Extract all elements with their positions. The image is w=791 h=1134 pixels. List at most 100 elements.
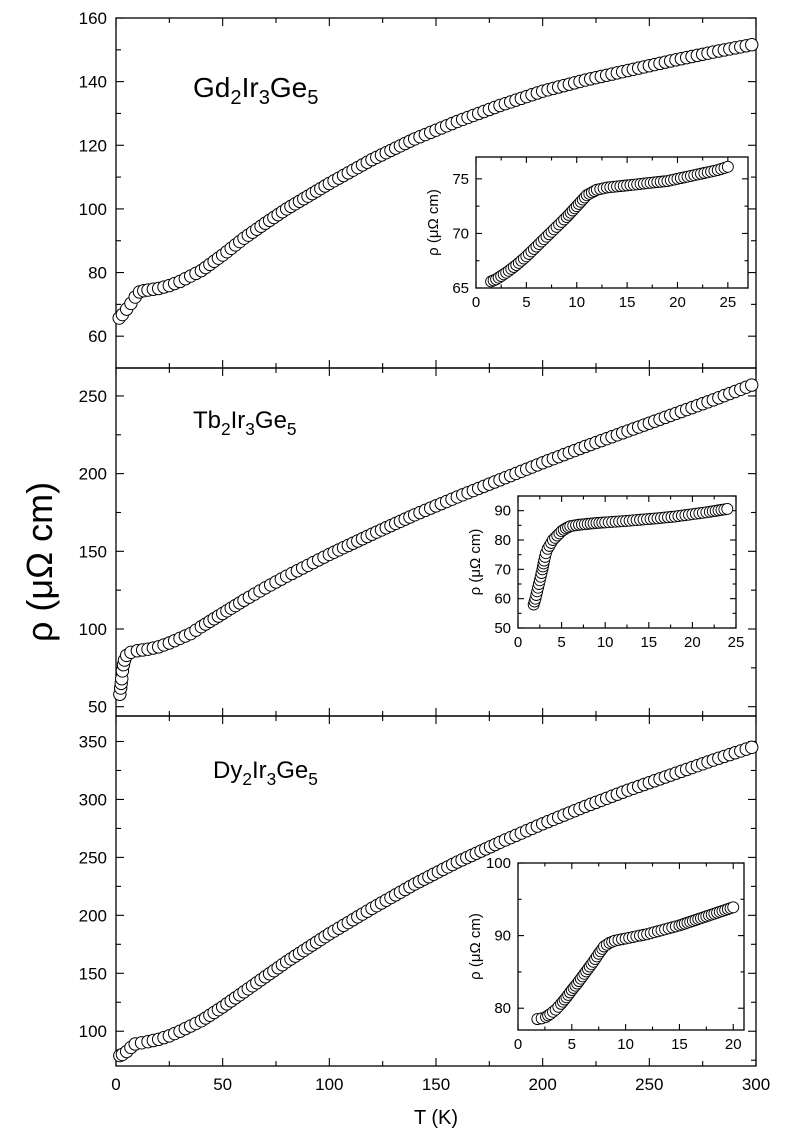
inset-y-axis-title: ρ (μΩ cm) — [425, 189, 442, 256]
shared-y-axis-title: ρ (μΩ cm) — [19, 482, 60, 642]
compound-element: Ge — [276, 757, 308, 784]
inset-x-tick-label: 25 — [720, 294, 737, 311]
y-tick-label: 140 — [79, 73, 107, 92]
inset-bottom: 80 90 100 0 5 10 15 20 ρ (μΩ cm) — [467, 855, 745, 1053]
inset-y-tick-label: 65 — [452, 280, 469, 297]
compound-subscript: 2 — [221, 419, 231, 439]
inset-x-tick-label: 5 — [522, 294, 530, 311]
inset-x-tick-label: 20 — [669, 294, 686, 311]
inset-y-tick-label: 70 — [494, 561, 511, 578]
inset-x-tick-label: 5 — [568, 1036, 576, 1053]
compound-element: Ge — [270, 72, 307, 103]
x-tick-label: 150 — [422, 1075, 450, 1094]
y-tick-label: 100 — [79, 1022, 107, 1041]
inset-x-tick-label: 10 — [597, 634, 614, 651]
y-tick-label: 150 — [79, 542, 107, 561]
inset-frame — [475, 156, 749, 289]
inset-series — [531, 901, 740, 1026]
x-tick-label: 0 — [111, 1075, 120, 1094]
inset-x-tick-label: 0 — [514, 634, 522, 651]
x-tick-label: 200 — [528, 1075, 556, 1094]
data-point — [745, 38, 759, 52]
series-Tb2Ir3Ge5 — [113, 378, 759, 701]
y-tick-label: 160 — [79, 9, 107, 28]
compound-label-0: Gd2Ir3Ge5 — [193, 72, 318, 109]
inset-x-tick-label: 10 — [617, 1036, 634, 1053]
x-axis-title: T (K) — [414, 1107, 458, 1129]
inset-y-axis-title: ρ (μΩ cm) — [467, 529, 484, 596]
compound-subscript: 2 — [242, 769, 252, 789]
data-point — [745, 740, 759, 754]
inset-series — [485, 160, 734, 288]
y-tick-label: 200 — [79, 465, 107, 484]
inset-x-tick-label: 15 — [671, 1036, 688, 1053]
compound-element: Tb — [193, 407, 221, 434]
inset-x-tick-label: 20 — [684, 634, 701, 651]
inset-x-tick-label: 20 — [725, 1036, 742, 1053]
y-tick-label: 120 — [79, 136, 107, 155]
x-tick-label: 250 — [635, 1075, 663, 1094]
compound-element: Ir — [252, 757, 267, 784]
inset-top: 65 70 75 0 5 10 15 20 25 ρ (μΩ cm) — [425, 156, 749, 311]
compound-element: Gd — [193, 72, 230, 103]
series-Gd2Ir3Ge5 — [112, 38, 759, 325]
compound-subscript: 5 — [308, 769, 318, 789]
inset-y-axis-title: ρ (μΩ cm) — [467, 913, 484, 980]
inset-series — [527, 502, 734, 611]
inset-y-tick-label: 90 — [494, 928, 511, 945]
inset-y-tick-label: 75 — [452, 171, 469, 188]
y-tick-label: 100 — [79, 620, 107, 639]
compound-element: Ge — [255, 407, 287, 434]
x-tick-label: 300 — [742, 1075, 770, 1094]
inset-x-tick-label: 15 — [619, 294, 636, 311]
compound-subscript: 5 — [287, 419, 297, 439]
y-tick-label: 80 — [88, 264, 107, 283]
inset-middle: 50 60 70 80 90 0 5 10 15 20 25 ρ (μΩ cm) — [467, 495, 745, 651]
inset-y-tick-label: 80 — [494, 532, 511, 549]
inset-y-tick-label: 60 — [494, 591, 511, 608]
inset-data-point — [727, 901, 740, 914]
y-tick-label: 350 — [79, 732, 107, 751]
series-Dy2Ir3Ge5 — [113, 740, 759, 1063]
compound-element: Ir — [242, 72, 259, 103]
inset-x-tick-label: 25 — [728, 634, 745, 651]
inset-x-tick-label: 5 — [557, 634, 565, 651]
y-tick-label: 200 — [79, 906, 107, 925]
inset-x-tick-label: 10 — [568, 294, 585, 311]
inset-data-point — [721, 502, 734, 515]
inset-y-tick-label: 100 — [486, 855, 511, 872]
inset-x-tick-label: 0 — [472, 294, 480, 311]
compound-element: Ir — [231, 407, 246, 434]
inset-frame — [517, 862, 745, 1031]
inset-y-tick-label: 50 — [494, 620, 511, 637]
inset-y-tick-label: 70 — [452, 225, 469, 242]
inset-y-tick-label: 80 — [494, 1000, 511, 1017]
inset-x-tick-label: 0 — [514, 1036, 522, 1053]
compound-subscript: 3 — [259, 87, 270, 109]
y-tick-label: 60 — [88, 327, 107, 346]
inset-x-tick-label: 15 — [640, 634, 657, 651]
x-tick-label: 50 — [213, 1075, 232, 1094]
y-tick-label: 250 — [79, 848, 107, 867]
compound-subscript: 3 — [267, 769, 277, 789]
compound-subscript: 3 — [245, 419, 255, 439]
y-tick-label: 250 — [79, 387, 107, 406]
compound-element: Dy — [213, 757, 242, 784]
y-tick-label: 50 — [88, 698, 107, 717]
compound-label-2: Dy2Ir3Ge5 — [213, 757, 318, 789]
compound-label-1: Tb2Ir3Ge5 — [193, 407, 297, 439]
compound-subscript: 5 — [307, 87, 318, 109]
inset-data-point — [721, 160, 734, 173]
x-tick-label: 100 — [315, 1075, 343, 1094]
y-tick-label: 300 — [79, 790, 107, 809]
inset-y-tick-label: 90 — [494, 503, 511, 520]
compound-subscript: 2 — [230, 87, 241, 109]
y-tick-label: 150 — [79, 964, 107, 983]
y-tick-label: 100 — [79, 200, 107, 219]
data-point — [745, 378, 759, 392]
